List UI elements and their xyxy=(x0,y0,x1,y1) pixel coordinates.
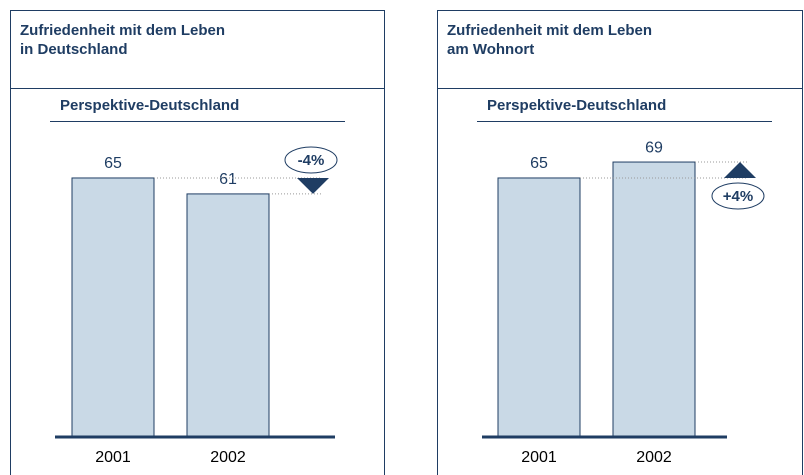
bar xyxy=(497,177,581,438)
change-arrow xyxy=(297,177,329,194)
value-label: 61 xyxy=(219,171,237,188)
chart-subtitle: Perspektive-Deutschland xyxy=(60,97,239,114)
value-label: 65 xyxy=(104,155,122,172)
bar xyxy=(186,193,270,438)
panel-frame xyxy=(437,10,803,475)
x-tick-label: 2002 xyxy=(210,449,246,466)
bar xyxy=(71,177,155,438)
panel-title: am Wohnort xyxy=(447,41,534,58)
panel-title: Zufriedenheit mit dem Leben xyxy=(447,22,652,39)
change-badge xyxy=(711,182,765,210)
value-label: 65 xyxy=(530,155,548,172)
panel-title: in Deutschland xyxy=(20,41,128,58)
bar xyxy=(612,161,696,438)
chart-subtitle: Perspektive-Deutschland xyxy=(487,97,666,114)
x-tick-label: 2001 xyxy=(95,449,131,466)
change-label: -4% xyxy=(298,152,325,169)
value-label: 69 xyxy=(645,139,663,156)
change-arrow xyxy=(724,162,756,178)
x-tick-label: 2001 xyxy=(521,449,557,466)
change-badge xyxy=(284,146,338,174)
change-label: +4% xyxy=(723,188,753,205)
panel-frame xyxy=(10,10,385,475)
panel-title: Zufriedenheit mit dem Leben xyxy=(20,22,225,39)
x-tick-label: 2002 xyxy=(636,449,672,466)
